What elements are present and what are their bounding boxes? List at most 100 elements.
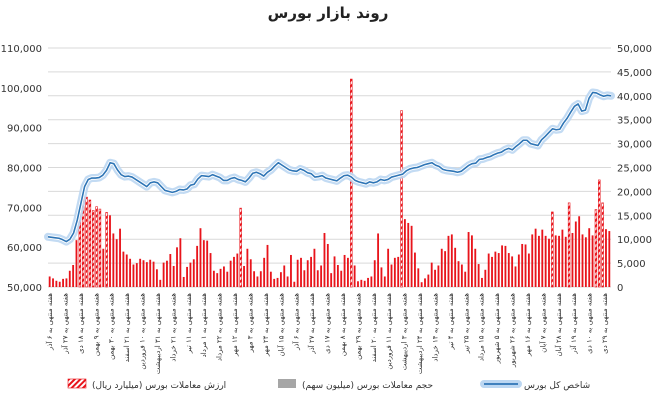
- value-bar: [534, 228, 537, 287]
- value-bar: [420, 282, 423, 287]
- value-bar: [105, 212, 108, 288]
- value-bar: [122, 251, 125, 287]
- right-axis-ticks: 0 5,000 10,000 15,000 20,000 25,000 30,000 35,0…: [617, 44, 652, 294]
- value-bar: [440, 248, 443, 287]
- legend-label: حجم معاملات بورس (میلیون سهم): [302, 381, 433, 391]
- value-bar: [370, 276, 373, 287]
- right-axis-tick: 20,000: [617, 187, 652, 198]
- value-bar: [487, 253, 490, 287]
- value-bar: [548, 238, 550, 287]
- x-axis-label: هفته منتهی به ۲۴ اردیبهشت: [416, 293, 424, 374]
- value-bar: [561, 229, 564, 287]
- value-bar: [521, 243, 524, 287]
- value-bar: [139, 258, 142, 287]
- value-bar: [132, 264, 135, 287]
- right-axis-tick: 15,000: [617, 211, 652, 222]
- value-bar: [135, 263, 138, 287]
- value-bar: [316, 270, 319, 287]
- right-axis-tick: 0: [617, 283, 623, 294]
- x-axis-label: هفته منتهی به ۲۷ آذر: [307, 293, 316, 355]
- value-bar: [430, 262, 433, 287]
- value-bar: [75, 240, 78, 287]
- x-axis-label: هفته منتهی به ۹ بهمن: [92, 293, 100, 356]
- right-axis-tick: 25,000: [617, 164, 652, 175]
- bars-group: [48, 78, 611, 288]
- value-bar: [377, 233, 380, 287]
- value-bar: [581, 234, 584, 287]
- value-bar: [474, 248, 477, 287]
- right-axis-tick: 30,000: [617, 140, 652, 151]
- value-bar: [363, 280, 366, 287]
- value-bar: [501, 245, 503, 287]
- value-bar: [460, 264, 463, 287]
- value-bar: [390, 264, 393, 287]
- value-bar: [206, 240, 209, 287]
- x-axis-label: هفته منتهی به ۲۲ مرداد: [216, 293, 224, 361]
- value-bar: [239, 207, 242, 288]
- value-bar: [471, 235, 473, 287]
- value-bar: [92, 210, 95, 288]
- x-axis-label: هفته منتهی به ۸ بهمن: [339, 293, 347, 356]
- value-bar: [541, 229, 544, 287]
- value-bar: [112, 233, 115, 287]
- legend: ارزش معاملات بورس (میلیارد ریال) حجم معام…: [67, 378, 590, 391]
- value-bar: [454, 247, 457, 287]
- x-axis-label: هفته منتهی به ۶ آذر: [45, 293, 54, 351]
- value-bar: [514, 266, 517, 287]
- value-bar: [517, 254, 520, 287]
- value-bar: [333, 256, 336, 287]
- value-bar: [52, 278, 54, 287]
- value-bar: [179, 238, 182, 287]
- legend-label: شاخص کل بورس: [524, 381, 590, 391]
- value-bar: [357, 281, 359, 287]
- value-bar: [266, 244, 269, 287]
- x-axis-label: هفته منتهی به ۷ آبان: [538, 293, 547, 353]
- value-bar: [219, 268, 222, 287]
- grid-lines: [48, 47, 611, 288]
- left-axis-tick: 100,000: [1, 84, 42, 95]
- x-axis-label: هفته منتهی به ۲۶ شهریور: [509, 293, 517, 368]
- value-bar: [598, 179, 601, 288]
- value-bar: [467, 232, 470, 287]
- value-bar: [192, 259, 195, 287]
- value-bar: [383, 276, 386, 287]
- chart-title: روند بازار بورس: [268, 4, 389, 22]
- value-bar: [119, 228, 121, 287]
- value-bar: [367, 277, 369, 287]
- value-bar: [601, 202, 604, 288]
- value-bar: [62, 278, 64, 287]
- value-bar: [538, 235, 540, 287]
- x-axis-label: هفته منتهی به ۳ مهر: [246, 293, 254, 354]
- left-axis-tick: 90,000: [7, 124, 42, 135]
- x-axis-label: هفته منتهی به ۲۵ تیر: [462, 293, 470, 355]
- value-bar: [330, 273, 333, 287]
- value-bar: [95, 206, 98, 288]
- value-bar: [88, 199, 92, 288]
- value-bar: [115, 239, 118, 287]
- value-bar: [380, 267, 383, 287]
- value-bar: [85, 196, 88, 288]
- left-axis-tick: 60,000: [7, 243, 42, 254]
- value-bar: [55, 280, 58, 287]
- value-bar: [189, 262, 192, 287]
- value-bar: [336, 265, 339, 287]
- value-bar: [259, 271, 262, 287]
- x-axis-label: هفته منتهی به ۱۶ مهر: [524, 293, 532, 357]
- value-bar: [481, 277, 483, 287]
- value-bar: [594, 209, 598, 288]
- value-bar: [216, 273, 219, 287]
- value-bar: [65, 278, 68, 287]
- x-axis-label: هفته منتهی به ۳۰ بهمن: [108, 293, 116, 360]
- value-bar: [209, 253, 212, 287]
- right-axis-tick: 50,000: [617, 44, 652, 55]
- x-axis-label: هفته منتهی به ۶ آذر: [292, 293, 301, 351]
- left-axis-tick: 80,000: [7, 164, 42, 175]
- value-bar: [310, 256, 312, 287]
- value-bar: [166, 260, 168, 287]
- value-bar: [263, 257, 266, 287]
- value-bar: [524, 244, 527, 287]
- value-bar: [109, 215, 111, 287]
- value-bar: [276, 277, 279, 287]
- value-bar: [564, 236, 567, 287]
- value-bar: [283, 265, 286, 287]
